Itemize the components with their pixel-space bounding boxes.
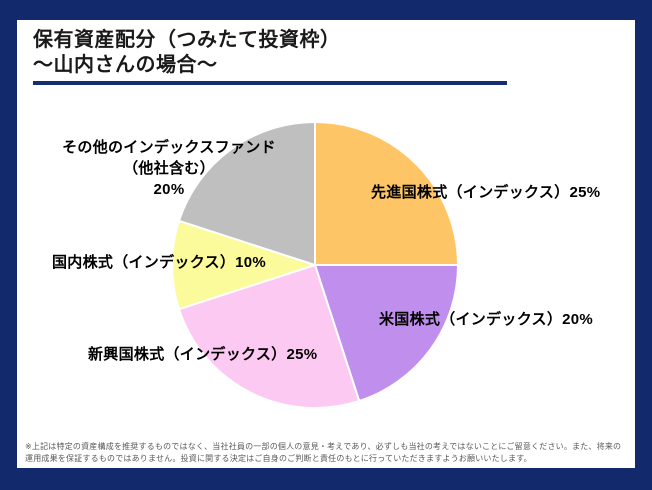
content-panel: 保有資産配分（つみたて投資枠） ～山内さんの場合～ その他のインデックスファンド… xyxy=(17,20,635,468)
page-title: 保有資産配分（つみたて投資枠） ～山内さんの場合～ xyxy=(33,28,593,78)
pie-label-developed-equity: 先進国株式（インデックス）25% xyxy=(371,184,601,201)
pie-slice-3 xyxy=(170,219,316,311)
pie-label-other-line1: その他のインデックスファンド xyxy=(62,139,276,156)
pie-label-domestic-equity: 国内株式（インデックス）10% xyxy=(52,254,267,271)
page-title-line2: ～山内さんの場合～ xyxy=(33,54,218,76)
pie-label-other-line3: 20% xyxy=(153,181,185,198)
title-underline xyxy=(33,81,507,85)
pie-label-other-line2: （他社含む） xyxy=(123,160,215,177)
pie-chart xyxy=(170,121,459,409)
pie-slice-1 xyxy=(314,264,459,402)
pie-label-other-index-funds: その他のインデックスファンド （他社含む） 20% xyxy=(54,137,284,200)
disclaimer-text: ※上記は特定の資産構成を推奨するものではなく、当社社員の一部の個人の意見・考えで… xyxy=(25,442,622,463)
pie-label-us-equity: 米国株式（インデックス）20% xyxy=(379,311,594,328)
pie-slice-2 xyxy=(178,264,361,409)
pie-label-emerging-equity: 新興国株式（インデックス）25% xyxy=(88,346,318,363)
pie-slice-4 xyxy=(178,121,316,266)
page-title-line1: 保有資産配分（つみたて投資枠） xyxy=(33,29,341,51)
pie-slice-0 xyxy=(314,121,459,266)
